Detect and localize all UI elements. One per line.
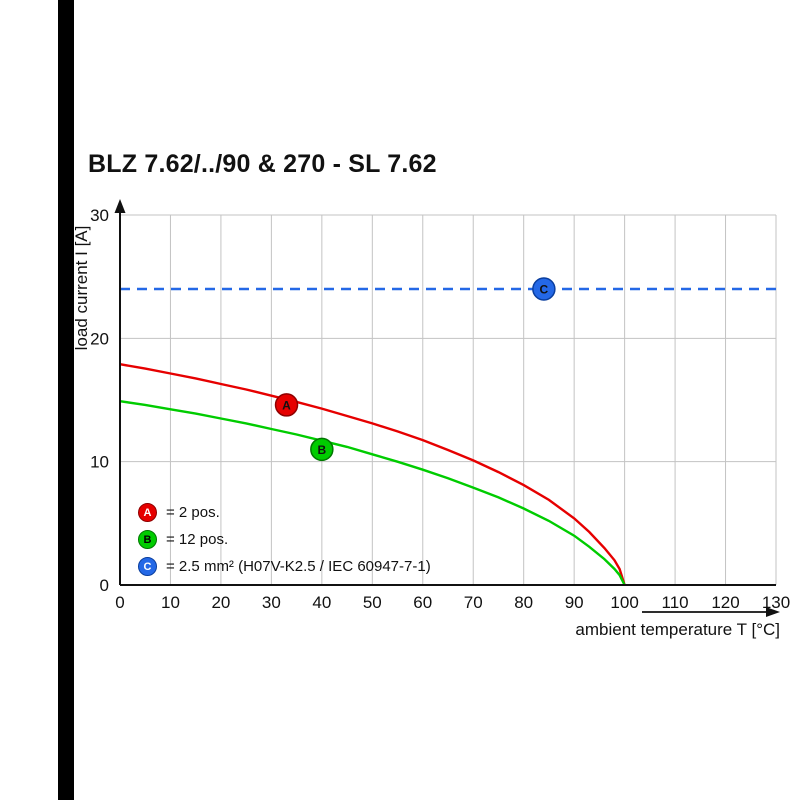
x-tick-label: 30 <box>262 593 281 612</box>
legend-label: = 2 pos. <box>166 504 220 521</box>
legend-marker-b-icon: B <box>138 530 157 549</box>
y-tick-label: 20 <box>90 329 109 348</box>
x-tick-label: 130 <box>762 593 790 612</box>
x-tick-label: 10 <box>161 593 180 612</box>
x-axis-arrow-icon <box>766 607 780 617</box>
legend-marker-a-icon: A <box>138 503 157 522</box>
legend-label: = 2.5 mm² (H07V-K2.5 / IEC 60947-7-1) <box>166 558 431 575</box>
legend-item: C = 2.5 mm² (H07V-K2.5 / IEC 60947-7-1) <box>138 553 431 580</box>
x-tick-label: 90 <box>565 593 584 612</box>
legend-marker-c-icon: C <box>138 557 157 576</box>
legend-item: A = 2 pos. <box>138 499 431 526</box>
y-tick-label: 0 <box>100 576 109 595</box>
marker-A-letter: A <box>282 398 291 412</box>
legend-label: = 12 pos. <box>166 531 229 548</box>
x-tick-label: 80 <box>514 593 533 612</box>
x-tick-label: 100 <box>610 593 638 612</box>
x-tick-label: 60 <box>413 593 432 612</box>
page-edge-bar <box>58 0 74 800</box>
x-tick-label: 40 <box>312 593 331 612</box>
marker-C <box>532 277 556 301</box>
y-tick-label: 10 <box>90 453 109 472</box>
chart-legend: A = 2 pos. B = 12 pos. C = 2.5 mm² (H07V… <box>138 499 431 580</box>
x-tick-label: 20 <box>211 593 230 612</box>
legend-item: B = 12 pos. <box>138 526 431 553</box>
series-A-curve <box>119 363 626 586</box>
chart-title: BLZ 7.62/../90 & 270 - SL 7.62 <box>88 150 437 178</box>
marker-A <box>274 393 299 417</box>
marker-B-letter: B <box>318 443 327 457</box>
y-tick-label: 30 <box>90 206 109 225</box>
x-axis-label: ambient temperature T [°C] <box>575 620 780 639</box>
x-tick-label: 110 <box>662 593 689 612</box>
x-tick-label: 50 <box>363 593 382 612</box>
marker-C-letter: C <box>540 283 549 297</box>
series-B-curve <box>119 400 626 586</box>
x-tick-label: 70 <box>464 593 483 612</box>
x-tick-label: 0 <box>115 593 124 612</box>
marker-B <box>310 437 334 462</box>
y-axis-arrow-icon <box>114 199 126 213</box>
x-tick-label: 120 <box>711 593 739 612</box>
